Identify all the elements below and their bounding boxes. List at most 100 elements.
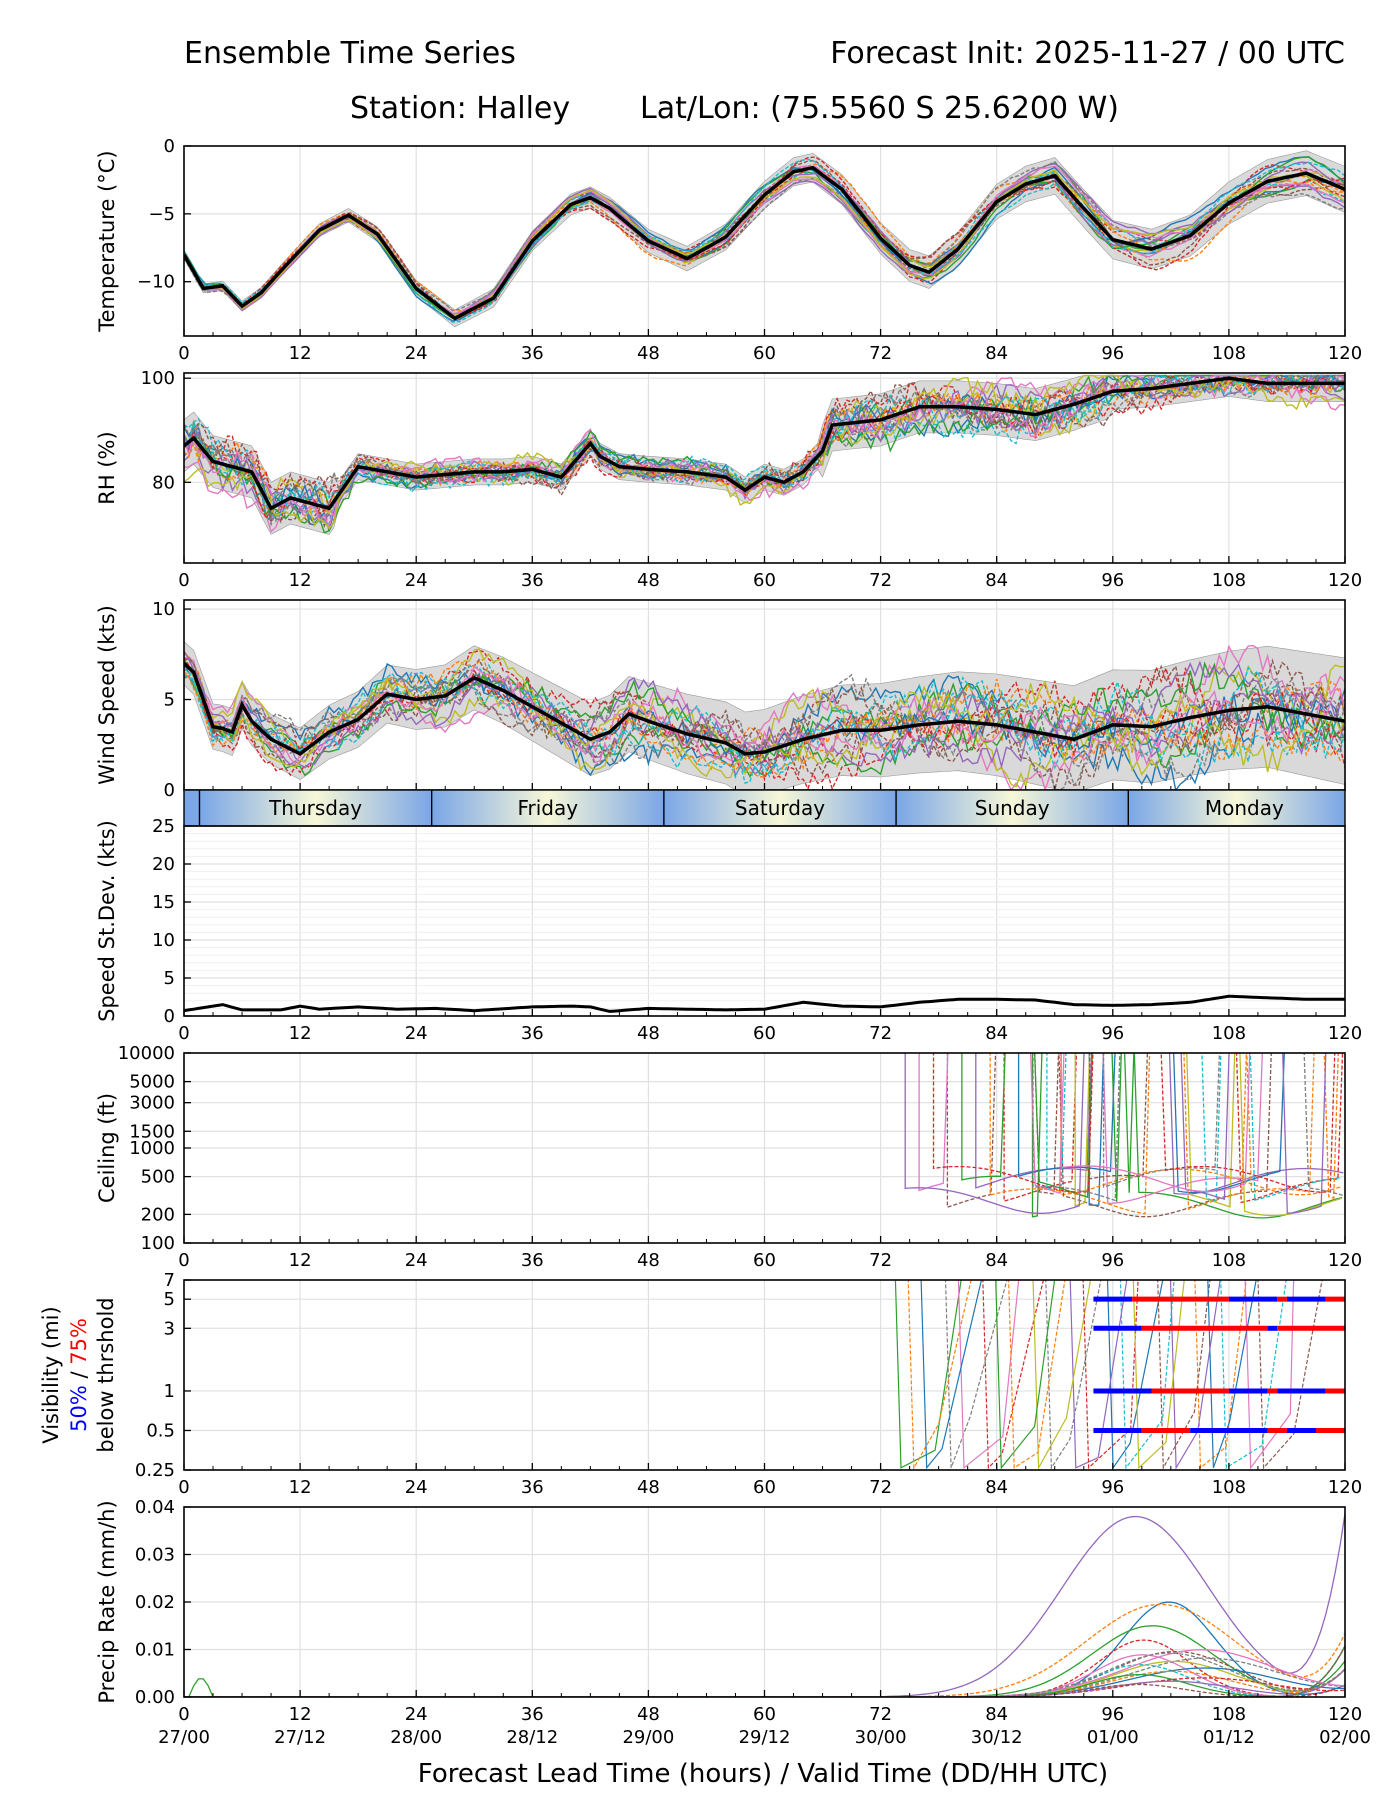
visibility-member-line bbox=[920, 1280, 983, 1470]
rh-member-line bbox=[184, 378, 1345, 524]
y-tick-label: 80 bbox=[152, 472, 175, 493]
day-segment bbox=[1128, 790, 1345, 826]
x-tick-label: 60 bbox=[753, 1023, 776, 1044]
wind_speed-member-line bbox=[184, 663, 1345, 784]
x-tick-label: 36 bbox=[521, 1704, 544, 1725]
y-tick-label: −5 bbox=[148, 204, 175, 225]
x-tick-label: 0 bbox=[178, 1250, 189, 1271]
x-tick-label: 48 bbox=[637, 1023, 660, 1044]
x-tick-label: 36 bbox=[521, 570, 544, 591]
y-tick-label: 5 bbox=[164, 690, 175, 711]
ceiling-member-line bbox=[932, 1053, 1336, 1193]
visibility-member-line bbox=[1045, 1280, 1102, 1470]
visibility-series bbox=[894, 1280, 1345, 1470]
x-tick-label: 24 bbox=[405, 1023, 428, 1044]
x-tick-label: 48 bbox=[637, 1704, 660, 1725]
rh-member-line bbox=[184, 374, 1345, 526]
visibility-member-line bbox=[1157, 1280, 1211, 1470]
x-tick-label: 72 bbox=[869, 570, 892, 591]
x-tick-label: 36 bbox=[521, 1250, 544, 1271]
x-tick-label: 60 bbox=[753, 1250, 776, 1271]
x-tick-label: 108 bbox=[1212, 570, 1246, 591]
x-tick-label: 60 bbox=[753, 1477, 776, 1498]
wind_speed-member-line bbox=[184, 664, 1345, 790]
visibility-member-line bbox=[944, 1280, 1008, 1469]
y-tick-label: 0.01 bbox=[135, 1640, 175, 1661]
day-segment bbox=[199, 790, 432, 826]
y-tick-label: 3 bbox=[164, 1318, 175, 1339]
x-tick-label: 108 bbox=[1212, 343, 1246, 364]
y-tick-label: 0.02 bbox=[135, 1592, 175, 1613]
visibility-percent-label: 50% / 75% bbox=[67, 1318, 91, 1432]
ceiling-member-line bbox=[1032, 1053, 1343, 1202]
x-tick-label: 120 bbox=[1328, 1023, 1362, 1044]
x-tick-label: 108 bbox=[1212, 1023, 1246, 1044]
x-tick-label: 72 bbox=[869, 1023, 892, 1044]
rh-member-line bbox=[184, 374, 1345, 530]
x-tick-label: 96 bbox=[1101, 570, 1124, 591]
x-tick-label: 24 bbox=[405, 343, 428, 364]
x-tick-label: 108 bbox=[1212, 1704, 1246, 1725]
x-tick-label: 60 bbox=[753, 570, 776, 591]
wind_speed-member-line bbox=[184, 647, 1345, 779]
ceiling-member-line bbox=[1003, 1053, 1344, 1204]
visibility-member-line bbox=[995, 1280, 1056, 1470]
y-tick-label: 0.25 bbox=[135, 1460, 175, 1481]
precip-member-line bbox=[184, 1513, 1345, 1697]
temperature-member-line bbox=[184, 156, 1345, 318]
y-tick-label: 5 bbox=[164, 968, 175, 989]
visibility-member-line bbox=[1032, 1280, 1092, 1470]
speed_stdev-frame: 0 12 24 36 48 60 72 84 96 108 120 25 20 15 10 5 0 Speed S… bbox=[95, 816, 1362, 1044]
precip-member-line bbox=[184, 1667, 1345, 1697]
day-bar: Thursday Friday Saturday Sunday Monday bbox=[183, 789, 1346, 827]
wind_speed-member-line bbox=[184, 659, 1345, 777]
precip-series bbox=[184, 1513, 1345, 1697]
y-tick-label: 5000 bbox=[129, 1072, 175, 1093]
visibility-member-line bbox=[1220, 1280, 1287, 1469]
x-tick-label: 84 bbox=[985, 1023, 1008, 1044]
day-label-thursday: Thursday bbox=[268, 796, 362, 820]
x-tick-label: 120 bbox=[1328, 1250, 1362, 1271]
visibility-member-line bbox=[1207, 1280, 1257, 1468]
ceiling-member-line bbox=[904, 1053, 1327, 1214]
temperature-frame: 0 12 24 36 48 60 72 84 96 108 120 0 −5 −10 Temperature… bbox=[95, 136, 1362, 364]
visibility-member-line bbox=[982, 1280, 1045, 1470]
y-tick-label: 5 bbox=[164, 1289, 175, 1310]
precip-member-line bbox=[184, 1660, 1345, 1697]
y-tick-label: 100 bbox=[141, 1233, 175, 1254]
wind_speed-member-line bbox=[184, 653, 1345, 768]
x-tick-label: 36 bbox=[521, 1477, 544, 1498]
ceiling-member-line bbox=[1046, 1053, 1343, 1202]
y-tick-label: 0 bbox=[164, 780, 175, 801]
wind_speed-member-line bbox=[184, 658, 1345, 778]
x-tick-label: 36 bbox=[521, 1023, 544, 1044]
precip-member-line bbox=[184, 1649, 1345, 1697]
x-tick-label: 72 bbox=[869, 1704, 892, 1725]
y-tick-label: 1 bbox=[164, 1381, 175, 1402]
precip-member-line bbox=[184, 1668, 1345, 1697]
precip-member-line bbox=[184, 1603, 1345, 1697]
visibility-member-line bbox=[1082, 1280, 1139, 1470]
ceiling-member-line bbox=[975, 1053, 1344, 1195]
x-tick-label: 12 bbox=[289, 1250, 312, 1271]
y-tick-label: 10 bbox=[152, 930, 175, 951]
x-tick-label: 0 bbox=[178, 1704, 189, 1725]
precip-member-line bbox=[184, 1601, 1345, 1697]
visibility-axis-label: Visibility (mi) bbox=[39, 1306, 63, 1443]
y-tick-label: 15 bbox=[152, 892, 175, 913]
visibility-member-line bbox=[1106, 1280, 1164, 1470]
x-tick-label: 108 bbox=[1212, 1250, 1246, 1271]
x-tick-label: 84 bbox=[985, 1477, 1008, 1498]
wind_speed-member-line bbox=[184, 674, 1345, 778]
x-tick-label: 84 bbox=[985, 1250, 1008, 1271]
visibility-member-line bbox=[1132, 1280, 1185, 1470]
x-tick-label: 0 bbox=[178, 570, 189, 591]
x-tick-label: 0 bbox=[178, 1477, 189, 1498]
valid-time-label: 01/00 bbox=[1087, 1727, 1139, 1748]
speed_stdev-axes bbox=[184, 825, 1345, 1017]
x-tick-label: 96 bbox=[1101, 343, 1124, 364]
title-left: Ensemble Time Series bbox=[184, 36, 516, 71]
visibility-member-line bbox=[1244, 1280, 1295, 1470]
ceiling-member-line bbox=[1017, 1053, 1285, 1194]
day-label-sunday: Sunday bbox=[975, 796, 1050, 820]
